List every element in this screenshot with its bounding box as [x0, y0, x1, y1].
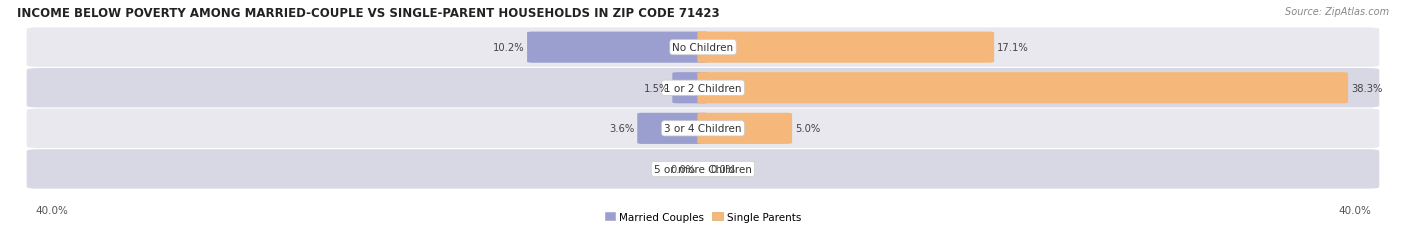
FancyBboxPatch shape — [27, 109, 1379, 148]
FancyBboxPatch shape — [697, 73, 1348, 104]
Text: 38.3%: 38.3% — [1351, 83, 1382, 93]
FancyBboxPatch shape — [527, 32, 709, 64]
Text: 5 or more Children: 5 or more Children — [654, 164, 752, 174]
Text: 17.1%: 17.1% — [997, 43, 1029, 53]
Text: 0.0%: 0.0% — [710, 164, 735, 174]
Text: Source: ZipAtlas.com: Source: ZipAtlas.com — [1285, 7, 1389, 17]
Text: No Children: No Children — [672, 43, 734, 53]
Text: 5.0%: 5.0% — [794, 124, 820, 134]
FancyBboxPatch shape — [697, 113, 792, 144]
Text: 10.2%: 10.2% — [492, 43, 524, 53]
Legend: Married Couples, Single Parents: Married Couples, Single Parents — [600, 208, 806, 226]
FancyBboxPatch shape — [697, 32, 994, 64]
Text: 1.5%: 1.5% — [644, 83, 669, 93]
FancyBboxPatch shape — [637, 113, 709, 144]
Text: 40.0%: 40.0% — [1339, 205, 1371, 215]
Text: 0.0%: 0.0% — [671, 164, 696, 174]
FancyBboxPatch shape — [672, 73, 709, 104]
Text: 3.6%: 3.6% — [609, 124, 634, 134]
Text: 40.0%: 40.0% — [35, 205, 67, 215]
FancyBboxPatch shape — [27, 149, 1379, 189]
Text: INCOME BELOW POVERTY AMONG MARRIED-COUPLE VS SINGLE-PARENT HOUSEHOLDS IN ZIP COD: INCOME BELOW POVERTY AMONG MARRIED-COUPL… — [17, 7, 720, 20]
FancyBboxPatch shape — [27, 28, 1379, 67]
Text: 3 or 4 Children: 3 or 4 Children — [664, 124, 742, 134]
Text: 1 or 2 Children: 1 or 2 Children — [664, 83, 742, 93]
FancyBboxPatch shape — [27, 69, 1379, 108]
